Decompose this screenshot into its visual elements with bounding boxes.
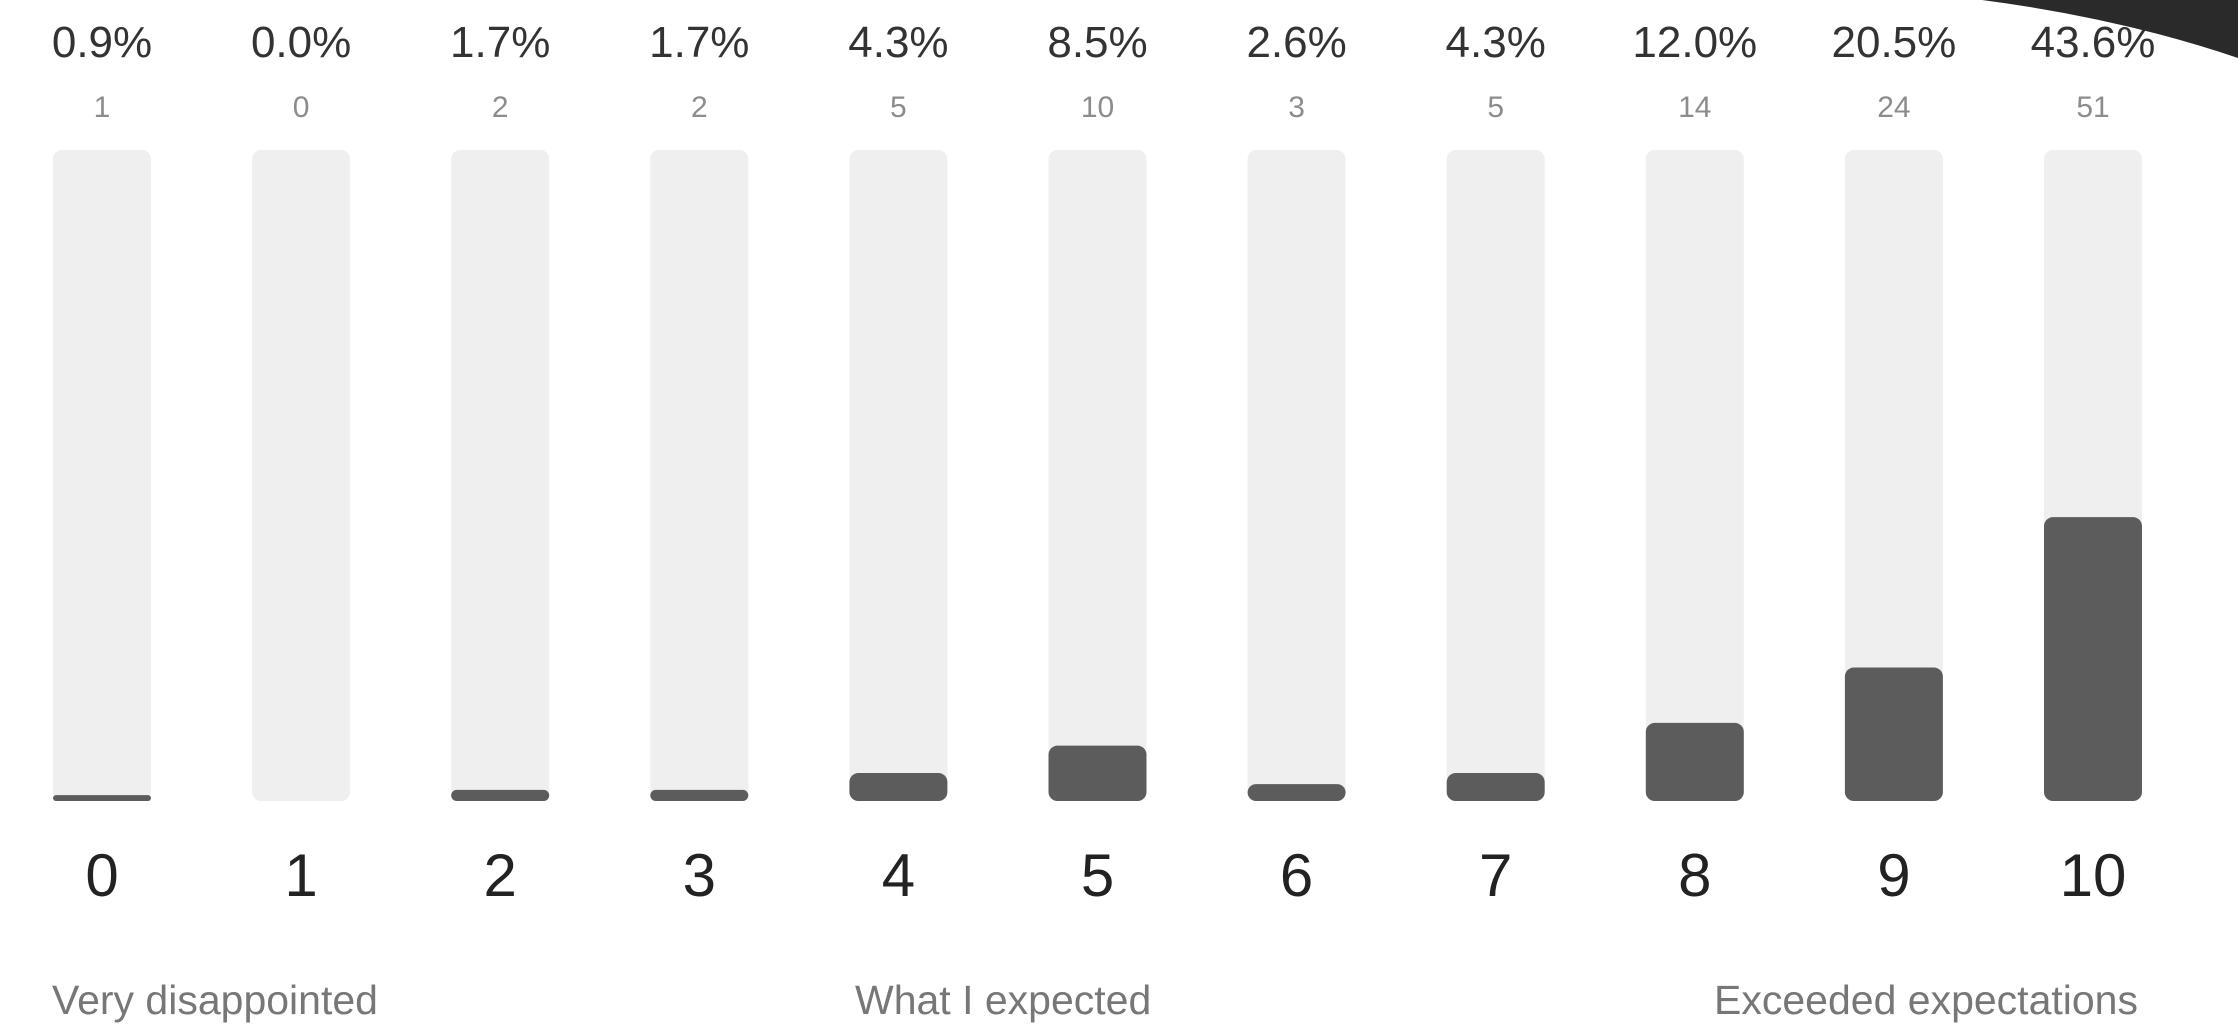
percent-label: 20.5% — [1832, 18, 1957, 67]
bar-track — [1844, 150, 1943, 801]
count-label: 51 — [2076, 91, 2109, 124]
corner-decoration — [1982, 0, 2238, 58]
category-label: 6 — [1280, 842, 1313, 909]
bar — [1446, 773, 1545, 801]
bar-track — [451, 150, 550, 801]
count-label: 14 — [1678, 91, 1711, 124]
count-label: 3 — [1288, 91, 1305, 124]
category-label: 3 — [683, 842, 716, 909]
bar-track — [53, 150, 151, 801]
percent-label: 4.3% — [1446, 18, 1546, 67]
count-label: 24 — [1877, 91, 1910, 124]
count-label: 10 — [1081, 91, 1114, 124]
bar — [53, 795, 151, 801]
category-label: 1 — [284, 842, 317, 909]
category-label: 9 — [1877, 842, 1910, 909]
percent-label: 4.3% — [848, 18, 948, 67]
bar-track — [1446, 150, 1545, 801]
count-label: 2 — [492, 91, 509, 124]
bar — [650, 789, 749, 801]
bars-layer — [53, 150, 2142, 801]
category-label: 2 — [484, 842, 517, 909]
category-label: 0 — [85, 842, 118, 909]
bar — [1645, 722, 1744, 801]
category-label: 7 — [1479, 842, 1512, 909]
category-label: 5 — [1081, 842, 1114, 909]
percent-label: 0.9% — [52, 18, 152, 67]
percent-label: 1.7% — [649, 18, 749, 67]
bar-track — [1247, 150, 1346, 801]
bar — [2044, 517, 2142, 801]
category-label: 10 — [2060, 842, 2127, 909]
bar-track — [252, 150, 351, 801]
anchor-label-high: Exceeded expectations — [1714, 977, 2138, 1023]
count-label: 0 — [293, 91, 310, 124]
percent-label: 8.5% — [1047, 18, 1147, 67]
bar — [1048, 745, 1147, 801]
bar-track — [1645, 150, 1744, 801]
bar-track — [650, 150, 749, 801]
bar — [451, 789, 550, 801]
category-label: 8 — [1678, 842, 1711, 909]
count-label: 1 — [94, 91, 111, 124]
bar — [1844, 667, 1943, 801]
count-label: 5 — [890, 91, 907, 124]
bar-track — [849, 150, 948, 801]
percent-label: 0.0% — [251, 18, 351, 67]
anchor-label-mid: What I expected — [855, 977, 1151, 1023]
bar — [849, 773, 948, 801]
count-label: 2 — [691, 91, 708, 124]
count-label: 5 — [1487, 91, 1504, 124]
category-label: 4 — [882, 842, 915, 909]
percent-label: 1.7% — [450, 18, 550, 67]
bar — [1247, 784, 1346, 801]
labels-layer: 0.9%100.0%011.7%221.7%234.3%548.5%1052.6… — [52, 18, 2156, 909]
percent-label: 2.6% — [1246, 18, 1346, 67]
anchor-label-low: Very disappointed — [52, 977, 378, 1023]
percent-label: 12.0% — [1632, 18, 1757, 67]
bar-track — [1048, 150, 1147, 801]
